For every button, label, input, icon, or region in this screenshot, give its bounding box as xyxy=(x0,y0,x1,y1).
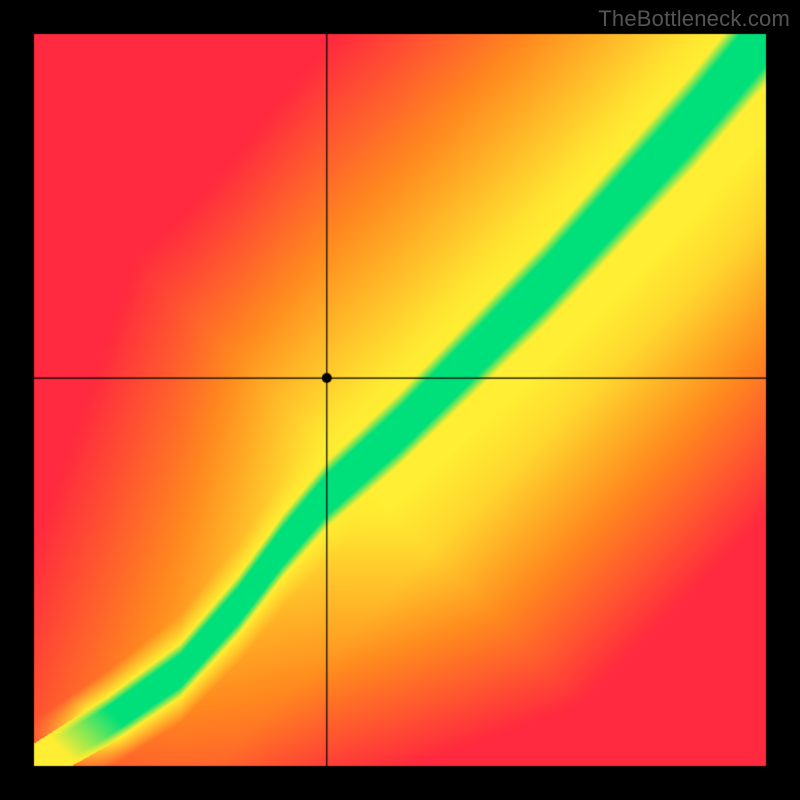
bottleneck-heatmap xyxy=(0,0,800,800)
watermark-text: TheBottleneck.com xyxy=(598,6,790,32)
chart-container: { "watermark": "TheBottleneck.com", "cha… xyxy=(0,0,800,800)
